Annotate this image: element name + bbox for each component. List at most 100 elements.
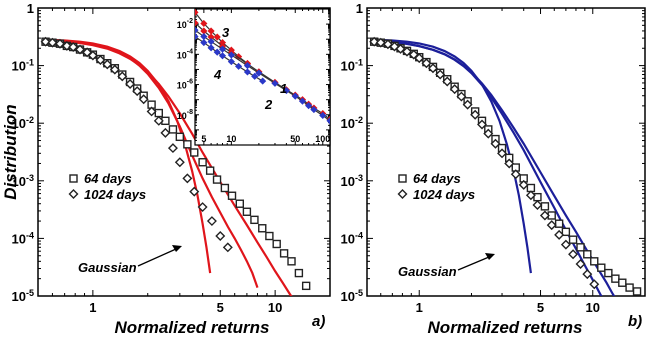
data-point-1024-days	[477, 119, 487, 130]
inset-data-point	[227, 58, 235, 66]
y-tick-label: 10-3	[12, 173, 34, 189]
data-point-64-days	[235, 199, 245, 208]
inset-data-point	[298, 97, 307, 105]
data-point-64-days	[168, 125, 178, 134]
data-point-1024-days	[117, 71, 128, 82]
data-point-64-days	[279, 249, 289, 258]
inset-curve-label-3: 3	[222, 25, 230, 40]
data-point-1024-days	[215, 231, 226, 242]
inset-y-tick-labels: 10-2 10-4 10-6 10-8	[177, 18, 193, 121]
data-point-1024-days	[61, 40, 72, 51]
inset-curve-label-4: 4	[213, 67, 222, 82]
data-point-1024-days	[160, 127, 171, 138]
inset-y-tick-label: 10-6	[177, 79, 193, 91]
inset-data-point	[319, 111, 327, 120]
data-point-1024-days	[382, 39, 393, 50]
data-point-1024-days	[197, 202, 208, 213]
data-point-1024-days	[182, 173, 193, 184]
inset-data-point	[243, 68, 252, 76]
data-point-64-days	[242, 207, 252, 216]
inset-curve-label-2: 2	[264, 97, 273, 112]
panel-b-curves	[374, 38, 616, 296]
legend-label-64-days: 64 days	[84, 171, 132, 186]
data-point-64-days	[583, 250, 592, 259]
inset-x-tick-label: 50	[290, 134, 300, 144]
y-tick-label: 10-5	[12, 288, 34, 304]
data-point-1024-days	[532, 200, 543, 210]
inset-data-point	[305, 102, 313, 110]
gaussian-annotation: Gaussian	[78, 260, 137, 275]
panel-a-y-tick-labels: 1 10-1 10-2 10-3 10-4 10-5	[12, 1, 34, 304]
y-tick-label: 1	[27, 1, 34, 16]
panel-a-tag: a)	[312, 313, 325, 330]
data-point-64-days	[183, 140, 192, 149]
y-tick-label: 10-4	[341, 230, 363, 246]
inset-data-point	[213, 48, 221, 56]
inset-curve-label-1: 1	[280, 81, 287, 96]
inset-curves	[195, 9, 330, 125]
data-point-64-days	[287, 257, 296, 266]
data-point-64-days	[272, 239, 281, 249]
inset-y-tick-label: 10-4	[177, 48, 193, 60]
data-point-64-days	[590, 257, 599, 266]
data-point-1024-days	[575, 258, 586, 269]
data-point-1024-days	[54, 38, 65, 49]
inset-fit-line	[195, 36, 263, 82]
data-point-1024-days	[525, 190, 536, 201]
data-point-1024-days	[560, 239, 571, 250]
x-tick-label: 10	[268, 300, 282, 315]
data-point-64-days	[625, 283, 634, 292]
panel-b-tag: b)	[628, 313, 642, 330]
data-point-64-days	[198, 158, 207, 167]
legend-square-marker	[69, 174, 78, 183]
inset-data-point	[227, 51, 235, 59]
data-point-1024-days	[427, 63, 438, 74]
panel-a-x-axis-label: Normalized returns	[115, 318, 270, 337]
data-point-64-days	[561, 227, 571, 237]
fit-curve	[45, 39, 293, 296]
inset-chart: 10-2 10-4 10-6 10-8 5 10 50 100 3 4 1 2	[177, 8, 331, 146]
data-point-1024-days	[47, 37, 58, 48]
gaussian-arrow-head	[485, 253, 495, 260]
data-point-1024-days	[68, 42, 79, 53]
fit-curve	[374, 39, 616, 296]
data-point-1024-days	[554, 229, 565, 240]
data-point-1024-days	[546, 220, 557, 231]
inset-data-point	[195, 32, 199, 41]
inset-x-tick-labels: 5 10 50 100	[201, 134, 330, 144]
data-point-1024-days	[95, 55, 106, 66]
data-point-1024-days	[189, 186, 200, 197]
data-point-1024-days	[153, 115, 164, 126]
inset-data-point	[195, 26, 199, 34]
gaussian-arrow	[137, 248, 177, 267]
data-point-64-days	[212, 175, 222, 184]
inset-frame	[194, 8, 331, 146]
fit-curve	[45, 38, 212, 274]
legend-label-1024-days: 1024 days	[84, 187, 146, 202]
y-tick-label: 10-2	[12, 115, 34, 131]
inset-data-point	[218, 52, 227, 60]
legend-diamond-marker	[68, 189, 79, 199]
inset-data-point	[255, 69, 263, 77]
y-tick-label: 10-5	[341, 288, 363, 304]
inset-x-tick-label: 5	[201, 134, 206, 144]
inset-data-point	[282, 87, 290, 95]
data-point-64-days	[632, 287, 642, 296]
panel-b-frame	[366, 7, 646, 297]
data-point-1024-days	[539, 210, 550, 221]
data-point-1024-days	[483, 128, 494, 139]
x-tick-label: 1	[89, 300, 96, 315]
inset-data-point	[326, 117, 330, 125]
inset-x-tick-label: 10	[226, 134, 236, 144]
panel-a-points	[40, 36, 311, 291]
panel-a-legend: 64 days 1024 days	[68, 171, 146, 202]
data-point-1024-days	[102, 59, 113, 70]
data-point-64-days	[618, 278, 627, 287]
data-point-64-days	[190, 148, 199, 157]
inset-data-point	[243, 62, 252, 70]
data-point-1024-days	[449, 84, 460, 95]
data-point-1024-days	[414, 53, 425, 64]
inset-data-point	[235, 62, 243, 70]
data-point-1024-days	[138, 94, 149, 105]
panel-a-x-tick-labels: 1 5 10	[89, 300, 282, 315]
